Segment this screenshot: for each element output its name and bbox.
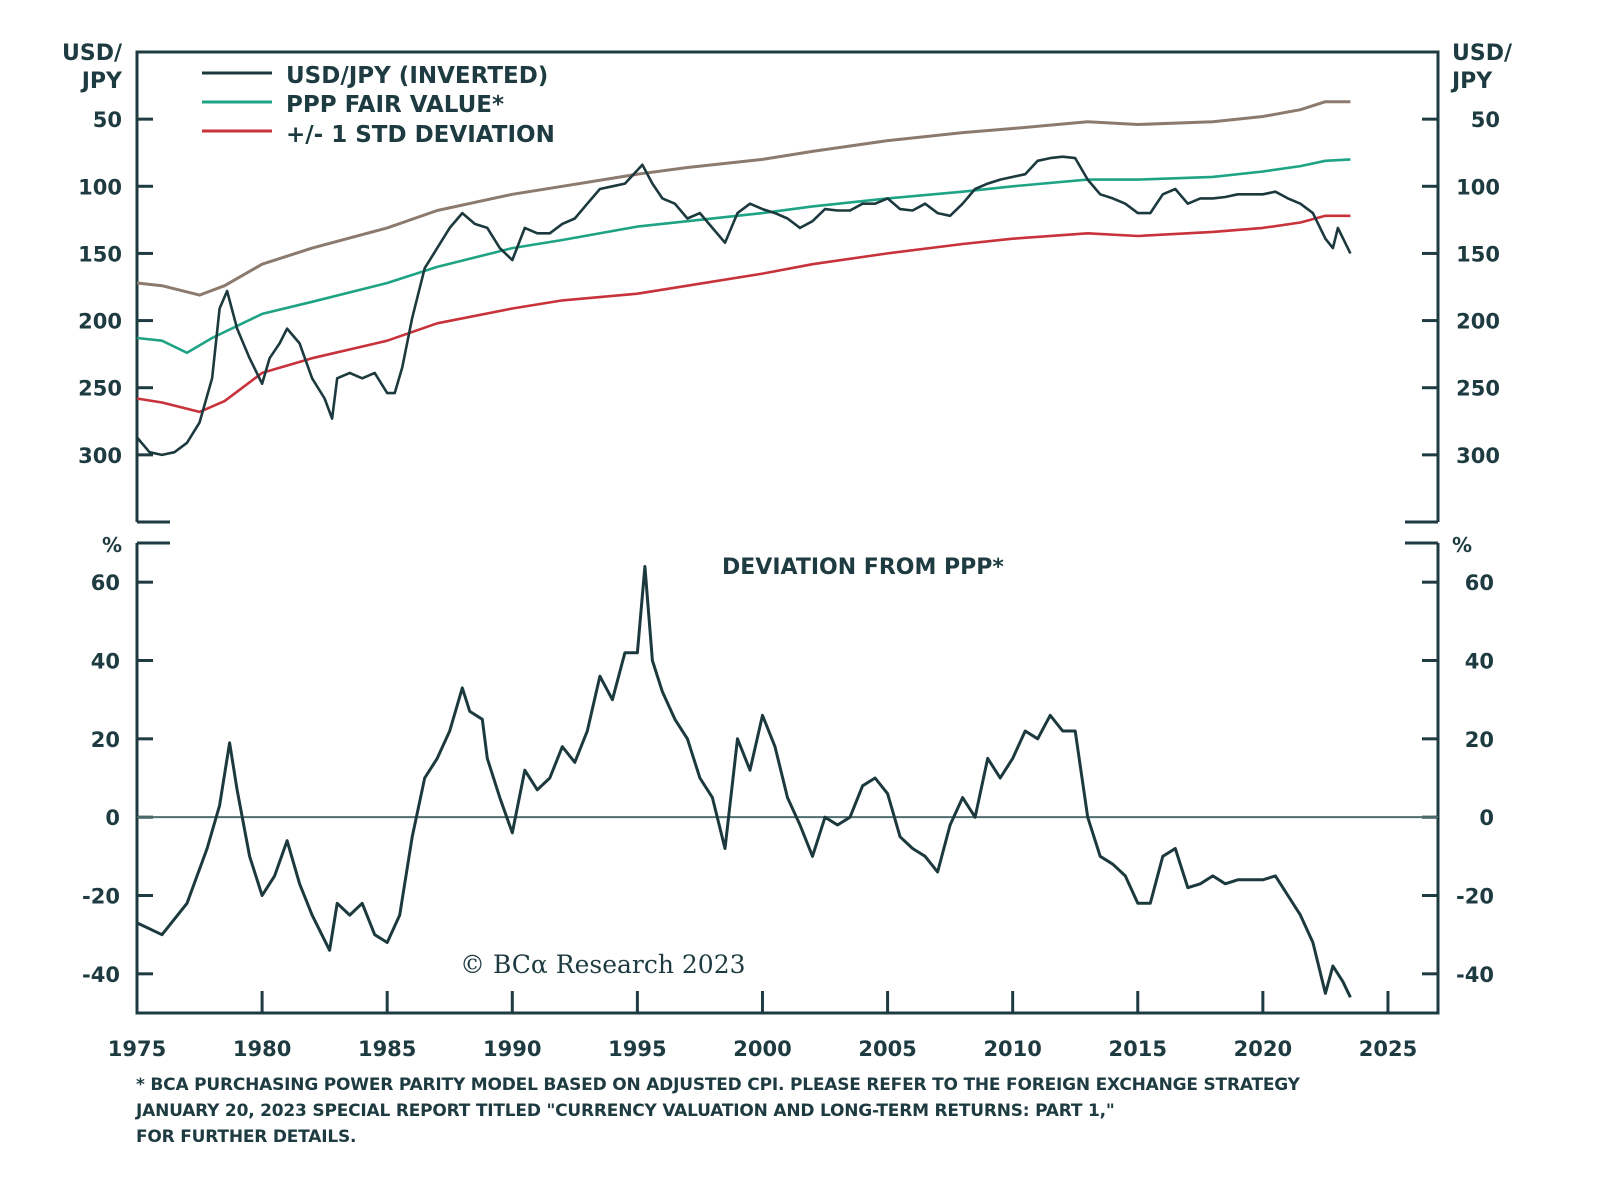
bottom-left-tick-label: -20 — [82, 885, 120, 909]
top-right-tick-label: 250 — [1456, 377, 1500, 401]
bottom-panel-frame — [135, 543, 1440, 1015]
bottom-right-tick-label: 0 — [1479, 806, 1494, 830]
bottom-left-unit-label: % — [102, 533, 122, 557]
bottom-series-group — [136, 565, 1352, 998]
x-tick-label: 2025 — [1359, 1037, 1417, 1061]
bottom-right-tick-label: 20 — [1465, 728, 1494, 752]
legend-label-usdjpy: USD/JPY (INVERTED) — [286, 63, 548, 89]
bottom-left-tick-label: 60 — [91, 571, 120, 595]
x-tick-label: 1975 — [108, 1037, 166, 1061]
x-tick-label: 1985 — [358, 1037, 416, 1061]
top-panel: USD/ JPY USD/ JPY 50 50 100 100 150 150 200 200… — [62, 41, 1513, 524]
footnote-line-3: FOR FURTHER DETAILS. — [136, 1127, 357, 1147]
top-left-axis-label-2: JPY — [80, 69, 123, 94]
top-1-std-deviation-lower-line — [136, 214, 1351, 414]
top-left-tick-label: 150 — [78, 242, 122, 266]
top-series-group — [136, 100, 1352, 457]
legend-label-ppp: PPP FAIR VALUE* — [286, 92, 504, 118]
bottom-panel: % % DEVIATION FROM PPP* 60 60 40 40 20 20 0 0 -2… — [82, 533, 1494, 1015]
top-left-tick-label: 50 — [93, 108, 122, 132]
x-tick-label: 1995 — [608, 1037, 666, 1061]
x-tick-label: 2010 — [983, 1037, 1041, 1061]
top-ppp-fair-value-line — [136, 158, 1351, 355]
bottom-left-tick-label: 20 — [91, 728, 120, 752]
top-right-axis-label-1: USD/ — [1452, 41, 1513, 66]
bottom-left-tick-label: 0 — [105, 806, 120, 830]
bottom-right-tick-label: 60 — [1465, 571, 1494, 595]
bottom-right-tick-label: 40 — [1465, 650, 1494, 674]
top-left-axis-label-1: USD/ — [62, 41, 123, 66]
top-1-std-deviation-upper-line — [136, 100, 1351, 297]
top-right-axis-label-2: JPY — [1450, 69, 1493, 94]
x-tick-label: 2005 — [858, 1037, 916, 1061]
top-right-tick-label: 300 — [1456, 444, 1500, 468]
bottom-deviation-from-ppp-line — [136, 565, 1352, 998]
copyright-text: © BCα Research 2023 — [460, 950, 746, 979]
legend: USD/JPY (INVERTED) PPP FAIR VALUE* +/- 1… — [202, 63, 555, 148]
x-tick-label: 1980 — [233, 1037, 291, 1061]
bottom-right-tick-label: -20 — [1456, 885, 1494, 909]
bottom-panel-title: DEVIATION FROM PPP* — [722, 555, 1004, 580]
bottom-left-tick-label: -40 — [82, 963, 120, 987]
top-left-tick-label: 200 — [78, 310, 122, 334]
top-y-ticks: 50 50 100 100 150 150 200 200 250 250 300 300 — [78, 108, 1500, 468]
top-left-tick-label: 250 — [78, 377, 122, 401]
bottom-right-tick-label: -40 — [1456, 963, 1494, 987]
footnote-line-1: * BCA PURCHASING POWER PARITY MODEL BASE… — [136, 1075, 1300, 1095]
bottom-y-ticks: 60 60 40 40 20 20 0 0 -20 -20 -40 -40 — [82, 571, 1494, 987]
top-right-tick-label: 100 — [1456, 175, 1500, 199]
bottom-left-tick-label: 40 — [91, 650, 120, 674]
x-tick-label: 2020 — [1234, 1037, 1292, 1061]
x-tick-label: 2000 — [733, 1037, 791, 1061]
x-axis-ticks: 1975 1980 1985 1990 1995 2000 2005 2010 2015 2020… — [108, 991, 1417, 1061]
top-left-tick-label: 100 — [78, 175, 122, 199]
top-usd-jpy-inverted-line — [136, 155, 1352, 457]
footnote-line-2: JANUARY 20, 2023 SPECIAL REPORT TITLED "… — [136, 1101, 1115, 1121]
legend-label-std: +/- 1 STD DEVIATION — [286, 122, 555, 148]
top-right-tick-label: 150 — [1456, 242, 1500, 266]
top-panel-frame — [135, 50, 1440, 522]
top-right-tick-label: 200 — [1456, 310, 1500, 334]
x-tick-label: 1990 — [483, 1037, 541, 1061]
footnote: * BCA PURCHASING POWER PARITY MODEL BASE… — [136, 1072, 1576, 1150]
x-tick-label: 2015 — [1109, 1037, 1167, 1061]
top-left-tick-label: 300 — [78, 444, 122, 468]
bottom-right-unit-label: % — [1452, 533, 1472, 557]
top-right-tick-label: 50 — [1471, 108, 1500, 132]
